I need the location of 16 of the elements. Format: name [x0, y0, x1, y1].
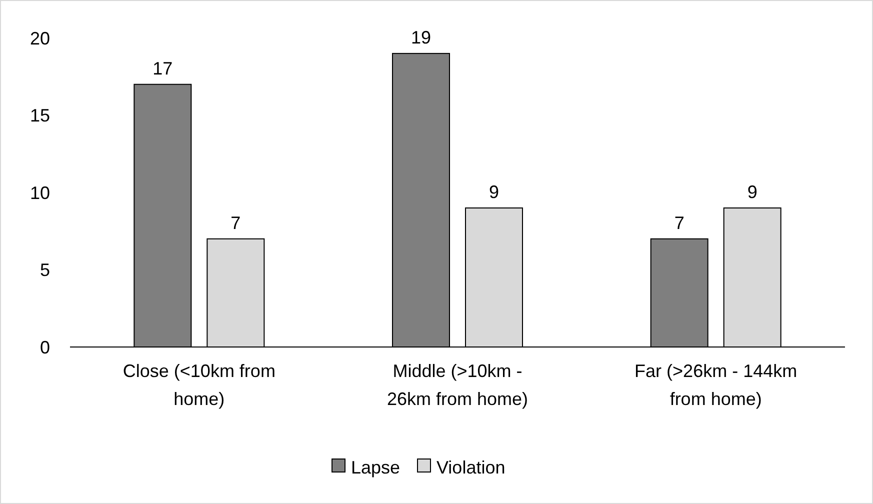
legend-label: Lapse [351, 457, 400, 478]
y-tick-label: 15 [30, 106, 50, 126]
data-label: 9 [488, 182, 500, 202]
x-tick-label: Close (<10km from home) [122, 361, 276, 409]
x-tick-label: Far (>26km - 144km from home) [634, 361, 798, 409]
y-tick-label: 10 [30, 182, 50, 203]
data-label: 9 [747, 182, 758, 202]
data-label: 7 [230, 212, 241, 233]
data-label: 19 [410, 27, 432, 48]
data-label: 17 [152, 58, 173, 78]
y-tick-label: 5 [40, 260, 50, 280]
y-tick-label: 20 [30, 28, 50, 48]
x-tick-label: Middle (>10km - 26km from home) [386, 361, 528, 409]
y-tick-label: 0 [40, 337, 50, 358]
data-label: 7 [674, 212, 684, 233]
legend-label: Violation [436, 457, 506, 478]
